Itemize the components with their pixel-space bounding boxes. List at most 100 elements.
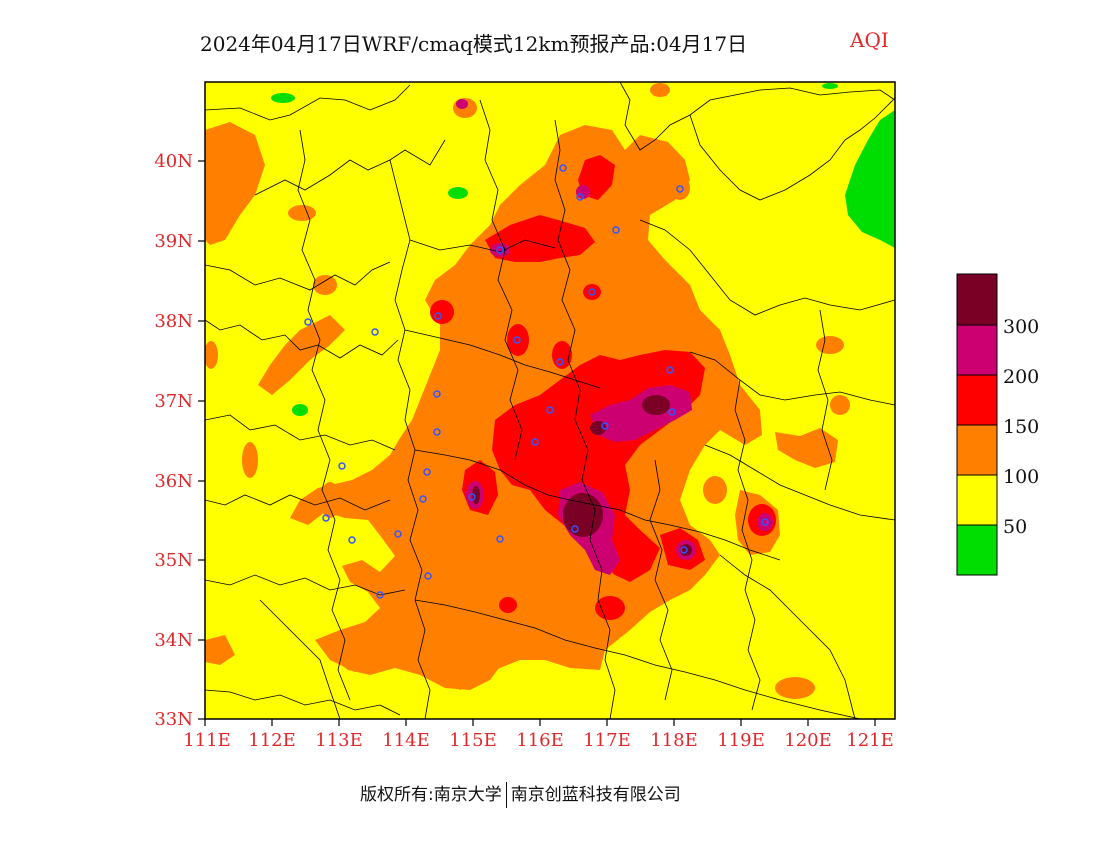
city-marker (394, 530, 402, 538)
aqi-region-moderate-spot (816, 336, 844, 354)
lat-label: 39N (154, 231, 193, 252)
city-marker (338, 462, 346, 470)
legend-swatch (956, 424, 998, 476)
legend-label: 150 (1003, 416, 1039, 438)
company-text: 南京创蓝科技有限公司 (510, 785, 681, 805)
aqi-region-moderate-spot (288, 205, 316, 221)
city-marker (680, 546, 688, 554)
legend-label: 300 (1003, 316, 1039, 338)
aqi-region-moderate-spot (670, 176, 690, 200)
city-marker (676, 185, 684, 193)
city-marker (666, 366, 674, 374)
aqi-region-moderate-spot (313, 275, 337, 295)
lat-label: 40N (154, 151, 193, 172)
city-marker (576, 193, 584, 201)
aqi-region-moderate-spot (830, 395, 850, 415)
lon-label: 111E (183, 730, 231, 751)
city-marker (496, 535, 504, 543)
city-marker (433, 428, 441, 436)
legend-label: 100 (1003, 466, 1039, 488)
city-marker (546, 406, 554, 414)
lat-label: 34N (154, 630, 193, 651)
lon-label: 113E (315, 730, 363, 751)
copyright-text: 版权所有:南京大学 (360, 785, 502, 805)
lon-label: 119E (717, 730, 765, 751)
lon-label: 116E (516, 730, 564, 751)
lon-label: 118E (650, 730, 698, 751)
aqi-region-moderate-spot (242, 442, 258, 478)
aqi-region-unhealthy-spot (583, 284, 601, 300)
city-marker (468, 493, 476, 501)
aqi-fields (205, 82, 895, 719)
lon-labels: 111E 112E 113E 114E 115E 116E 117E 118E … (183, 730, 894, 751)
lat-label: 35N (154, 550, 193, 571)
aqi-region-moderate-coast (775, 428, 838, 468)
aqi-region-moderate-spot (205, 341, 218, 369)
city-marker (304, 318, 312, 326)
aqi-region-unhealthy-spot (507, 324, 529, 356)
lat-label: 37N (154, 391, 193, 412)
aqi-region-moderate-spot (650, 83, 670, 97)
city-marker (322, 514, 330, 522)
city-marker (668, 408, 676, 416)
lon-label: 121E (846, 730, 894, 751)
aqi-region-unhealthy-north (485, 215, 595, 262)
legend-swatch (956, 324, 998, 376)
city-marker (371, 328, 379, 336)
aqi-region-good-small (292, 404, 308, 416)
city-marker (601, 422, 609, 430)
aqi-region-good-small (448, 187, 468, 199)
legend-swatch (956, 273, 998, 326)
aqi-region-moderate-spot (703, 476, 727, 504)
legend-label: 200 (1003, 366, 1039, 388)
legend-swatch (956, 524, 998, 576)
city-marker (571, 525, 579, 533)
lat-ticks (198, 160, 205, 720)
aqi-region-unhealthy-spot (499, 597, 517, 613)
aqi-region-very-unhealthy-spot (576, 185, 590, 199)
city-marker (433, 390, 441, 398)
aqi-region-moderate-spot (320, 482, 340, 518)
aqi-region-good-small (271, 93, 295, 103)
legend-labels: 300 200 150 100 50 (1003, 316, 1039, 538)
city-marker (559, 164, 567, 172)
lat-label: 36N (154, 471, 193, 492)
city-marker (612, 226, 620, 234)
aqi-region-hazardous-hotspot (680, 544, 692, 556)
city-marker (556, 358, 564, 366)
aqi-region-unhealthy-spot (430, 300, 454, 324)
lon-ticks (204, 719, 876, 726)
city-marker (376, 591, 384, 599)
aqi-region-moderate-south (330, 625, 505, 690)
city-markers (304, 164, 769, 599)
admin-boundaries (205, 82, 895, 719)
lat-label: 33N (154, 709, 193, 730)
legend-label: 50 (1003, 516, 1027, 538)
lon-label: 112E (248, 730, 296, 751)
city-marker (434, 312, 442, 320)
aqi-region-moderate-southwest (205, 635, 235, 665)
lon-label: 114E (382, 730, 430, 751)
aqi-region-good-small (822, 83, 838, 89)
city-marker (423, 468, 431, 476)
lon-label: 117E (583, 730, 631, 751)
map-title: 2024年04月17日WRF/cmaq模式12km预报产品:04月17日 (200, 32, 748, 56)
legend-swatch (956, 374, 998, 426)
aqi-region-hazardous-hotspot (642, 395, 670, 415)
city-marker (531, 438, 539, 446)
aqi-region-moderate-spot (775, 677, 815, 699)
aqi-region-unhealthy-spot (595, 596, 625, 620)
aqi-region-very-unhealthy-spot (490, 243, 510, 257)
aqi-region-moderate-west (258, 315, 345, 395)
lat-label: 38N (154, 311, 193, 332)
lat-labels: 40N 39N 38N 37N 36N 35N 34N 33N (154, 151, 193, 730)
variable-label: AQI (850, 28, 889, 52)
city-marker (496, 246, 504, 254)
title-row: 2024年04月17日WRF/cmaq模式12km预报产品:04月17日 AQI (0, 28, 1100, 58)
aqi-region-good-east (845, 110, 895, 248)
legend-swatch (956, 474, 998, 526)
lon-label: 120E (784, 730, 832, 751)
city-marker (513, 336, 521, 344)
city-marker (588, 288, 596, 296)
